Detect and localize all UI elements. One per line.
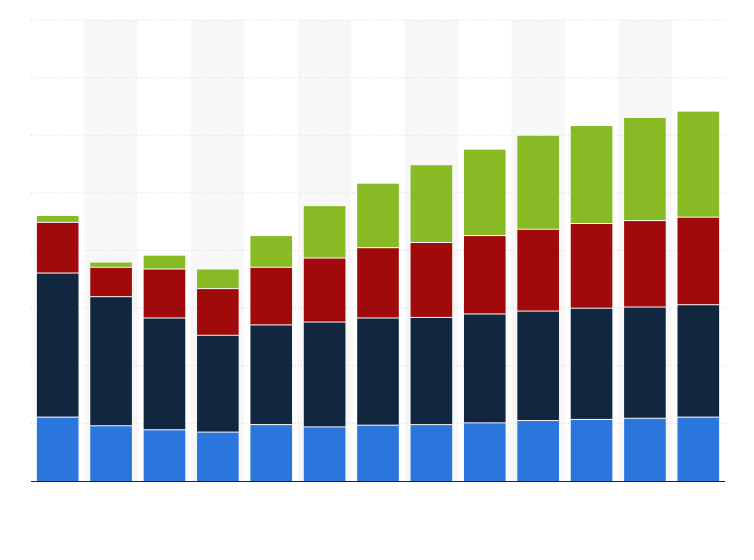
- bar-segment: [143, 255, 186, 269]
- bar-segment: [36, 417, 79, 481]
- bar-segment: [36, 273, 79, 417]
- bar-stack: [624, 117, 666, 481]
- bar-segment: [517, 229, 559, 311]
- bar-segment: [517, 421, 559, 481]
- bar-segment: [197, 269, 239, 289]
- bar-segment: [677, 111, 720, 217]
- bar-stack: [250, 236, 293, 481]
- bar-segment: [303, 206, 346, 258]
- bar-segment: [90, 426, 132, 481]
- bar-segment: [410, 425, 453, 481]
- bar-stack: [36, 215, 79, 481]
- bar-stack: [90, 262, 132, 481]
- bar-segment: [624, 117, 666, 221]
- bar-segment: [36, 215, 79, 222]
- bar-segment: [463, 149, 506, 236]
- bar-segment: [357, 248, 399, 318]
- bar-segment: [90, 267, 132, 297]
- bar-stacks: [36, 111, 720, 481]
- bar-stack: [197, 269, 239, 481]
- bar-segment: [517, 135, 559, 229]
- bar-segment: [36, 222, 79, 273]
- bar-segment: [570, 223, 613, 308]
- bar-segment: [410, 243, 453, 317]
- bar-segment: [303, 322, 346, 427]
- bar-segment: [303, 258, 346, 322]
- bar-segment: [90, 297, 132, 426]
- bar-segment: [624, 418, 666, 481]
- bar-stack: [677, 111, 720, 481]
- bar-segment: [570, 126, 613, 223]
- bar-segment: [250, 236, 293, 267]
- bar-segment: [143, 430, 186, 481]
- bar-segment: [250, 267, 293, 325]
- bar-stack: [570, 126, 613, 481]
- bar-segment: [463, 423, 506, 481]
- bar-stack: [410, 165, 453, 481]
- bar-segment: [410, 165, 453, 243]
- bar-segment: [463, 314, 506, 423]
- bar-segment: [143, 269, 186, 318]
- bar-segment: [463, 236, 506, 314]
- bar-stack: [463, 149, 506, 481]
- bar-segment: [90, 262, 132, 267]
- bar-segment: [197, 335, 239, 432]
- bar-stack: [357, 183, 399, 481]
- bar-segment: [570, 419, 613, 481]
- bar-segment: [197, 432, 239, 481]
- bar-segment: [250, 425, 293, 481]
- bar-stack: [303, 206, 346, 481]
- bar-segment: [624, 221, 666, 307]
- bar-segment: [303, 427, 346, 481]
- bar-segment: [624, 307, 666, 418]
- bar-segment: [677, 217, 720, 305]
- bar-segment: [677, 417, 720, 481]
- bar-segment: [357, 425, 399, 481]
- bar-stack: [143, 255, 186, 481]
- bar-segment: [570, 308, 613, 419]
- bar-segment: [250, 325, 293, 425]
- bar-segment: [357, 183, 399, 248]
- bar-segment: [357, 318, 399, 425]
- bar-stack: [517, 135, 559, 481]
- bar-segment: [517, 311, 559, 421]
- bar-segment: [143, 318, 186, 430]
- bar-segment: [197, 289, 239, 335]
- bar-segment: [410, 317, 453, 425]
- bar-segment: [677, 305, 720, 417]
